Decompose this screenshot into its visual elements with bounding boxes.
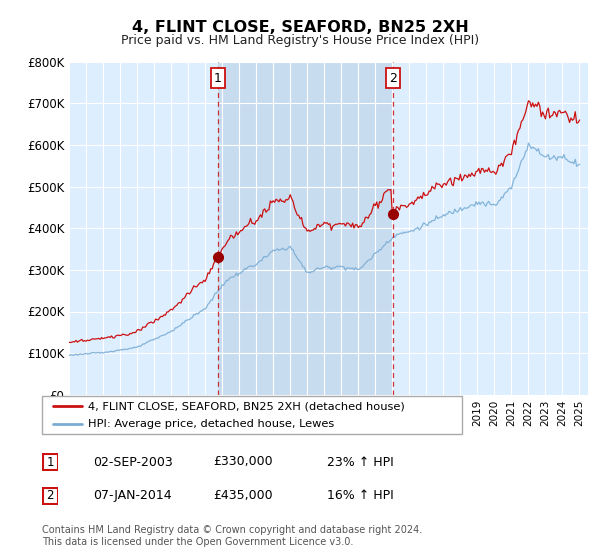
Text: £330,000: £330,000 bbox=[213, 455, 272, 469]
Bar bbox=[218, 62, 393, 395]
Text: 02-SEP-2003: 02-SEP-2003 bbox=[93, 455, 173, 469]
Text: Contains HM Land Registry data © Crown copyright and database right 2024.
This d: Contains HM Land Registry data © Crown c… bbox=[42, 525, 422, 547]
Text: £435,000: £435,000 bbox=[213, 489, 272, 502]
Text: 4, FLINT CLOSE, SEAFORD, BN25 2XH (detached house): 4, FLINT CLOSE, SEAFORD, BN25 2XH (detac… bbox=[88, 401, 405, 411]
Text: 2: 2 bbox=[389, 72, 397, 85]
Text: 16% ↑ HPI: 16% ↑ HPI bbox=[327, 489, 394, 502]
Text: HPI: Average price, detached house, Lewes: HPI: Average price, detached house, Lewe… bbox=[88, 419, 334, 429]
Text: 07-JAN-2014: 07-JAN-2014 bbox=[93, 489, 172, 502]
Text: 23% ↑ HPI: 23% ↑ HPI bbox=[327, 455, 394, 469]
Text: Price paid vs. HM Land Registry's House Price Index (HPI): Price paid vs. HM Land Registry's House … bbox=[121, 34, 479, 46]
Text: 1: 1 bbox=[214, 72, 222, 85]
Text: 4, FLINT CLOSE, SEAFORD, BN25 2XH: 4, FLINT CLOSE, SEAFORD, BN25 2XH bbox=[131, 20, 469, 35]
Text: 2: 2 bbox=[46, 489, 54, 502]
Text: 1: 1 bbox=[46, 455, 54, 469]
